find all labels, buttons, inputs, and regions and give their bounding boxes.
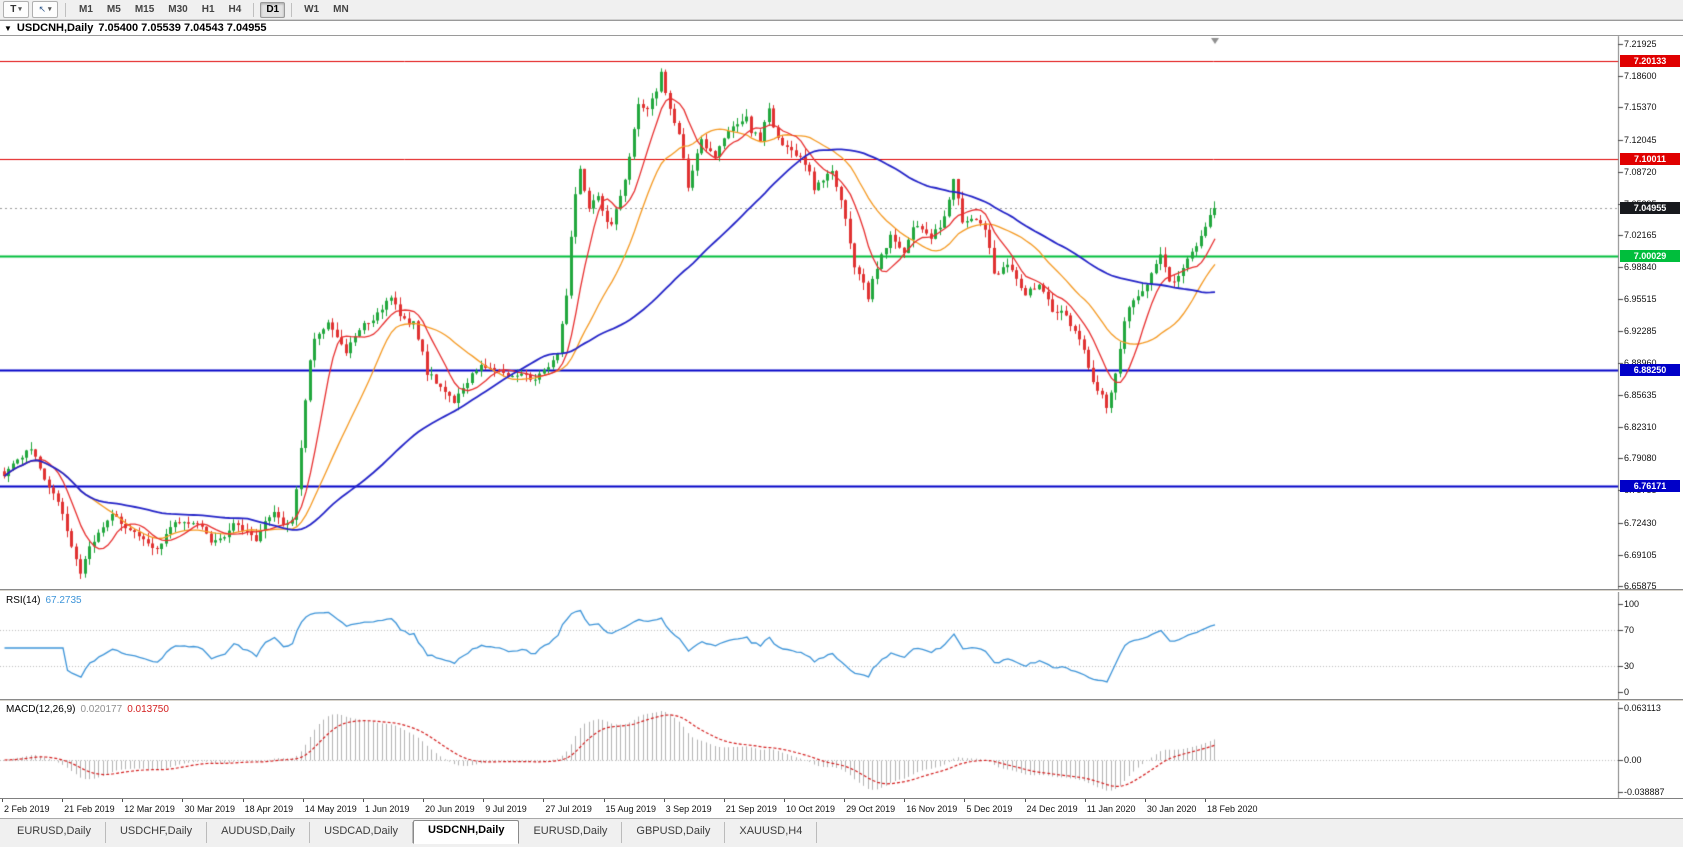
date-tick bbox=[2, 799, 3, 802]
toolbar-separator bbox=[65, 2, 66, 17]
rsi-name: RSI(14) bbox=[6, 595, 41, 606]
tab-usdcad-daily[interactable]: USDCAD,Daily bbox=[310, 822, 414, 843]
timeframe-button-h1[interactable]: H1 bbox=[201, 4, 215, 15]
date-tick bbox=[242, 799, 244, 802]
date-label: 21 Sep 2019 bbox=[725, 804, 777, 814]
timeframe-button-m30[interactable]: M30 bbox=[168, 4, 188, 15]
date-label: 1 Jun 2019 bbox=[364, 804, 410, 814]
text-tool-label: T bbox=[10, 4, 17, 15]
date-label: 14 May 2019 bbox=[304, 804, 357, 814]
date-tick bbox=[663, 799, 665, 802]
date-label: 15 Aug 2019 bbox=[605, 804, 657, 814]
timeframe-button-m5[interactable]: M5 bbox=[106, 4, 121, 15]
date-tick bbox=[302, 799, 304, 802]
date-tick bbox=[362, 799, 364, 802]
date-tick bbox=[543, 799, 545, 802]
date-tick bbox=[844, 799, 846, 802]
collapse-triangle-icon[interactable]: ▼ bbox=[4, 23, 12, 33]
date-tick bbox=[1084, 799, 1086, 802]
date-axis[interactable]: 2 Feb 2019 21 Feb 2019 12 Mar 2019 30 Mar 2… bbox=[0, 798, 1683, 818]
top-toolbar: T ▾ ↖ ▾ M1 M5 M15 M30 H1 H4 D1 W1 MN bbox=[0, 0, 1683, 20]
tab-eurusd-daily[interactable]: EURUSD,Daily bbox=[519, 822, 623, 843]
date-tick bbox=[62, 799, 64, 802]
date-label: 5 Dec 2019 bbox=[966, 804, 1013, 814]
tab-gbpusd-daily[interactable]: GBPUSD,Daily bbox=[622, 822, 726, 843]
timeframe-button-group: M1 M5 M15 M30 H1 H4 D1 W1 MN bbox=[73, 1, 355, 18]
tab-usdchf-daily[interactable]: USDCHF,Daily bbox=[106, 822, 208, 843]
date-label: 3 Sep 2019 bbox=[665, 804, 712, 814]
macd-signal-value: 0.013750 bbox=[127, 704, 169, 715]
toolbar-separator bbox=[291, 2, 293, 17]
macd-indicator-label: MACD(12,26,9) 0.020177 0.013750 bbox=[6, 704, 174, 715]
tab-audusd-daily[interactable]: AUDUSD,Daily bbox=[207, 822, 311, 843]
date-label: 2 Feb 2019 bbox=[4, 804, 50, 814]
date-label: 24 Dec 2019 bbox=[1026, 804, 1078, 814]
tab-eurusd-daily[interactable]: EURUSD,Daily bbox=[3, 822, 106, 843]
date-label: 9 Jul 2019 bbox=[485, 804, 527, 814]
date-label: 20 Jun 2019 bbox=[425, 804, 475, 814]
date-tick bbox=[483, 799, 485, 802]
date-label: 18 Apr 2019 bbox=[244, 804, 294, 814]
date-label: 30 Mar 2019 bbox=[184, 804, 235, 814]
panel-divider-macd[interactable] bbox=[0, 699, 1683, 702]
date-label: 10 Oct 2019 bbox=[785, 804, 835, 814]
date-tick bbox=[723, 799, 725, 802]
panel-divider-rsi[interactable] bbox=[0, 589, 1683, 592]
toolbar-separator bbox=[253, 2, 255, 17]
date-label: 30 Jan 2020 bbox=[1146, 804, 1197, 814]
date-label: 29 Oct 2019 bbox=[846, 804, 896, 814]
date-tick bbox=[603, 799, 605, 802]
rsi-value: 67.2735 bbox=[45, 595, 82, 606]
text-tool-button[interactable]: T ▾ bbox=[3, 1, 29, 18]
date-tick bbox=[423, 799, 425, 802]
chevron-down-icon: ▾ bbox=[48, 6, 52, 13]
price-axis[interactable] bbox=[1618, 36, 1683, 798]
chart-symbol-title: USDCNH,Daily bbox=[16, 22, 94, 34]
macd-main-value: 0.020177 bbox=[80, 704, 123, 715]
timeframe-button-m1[interactable]: M1 bbox=[79, 4, 93, 15]
rsi-indicator-label: RSI(14) 67.2735 bbox=[6, 595, 87, 606]
date-label: 12 Mar 2019 bbox=[124, 804, 175, 814]
date-tick bbox=[964, 799, 966, 802]
date-tick bbox=[1024, 799, 1026, 802]
tab-xauusd-h4[interactable]: XAUUSD,H4 bbox=[725, 822, 818, 843]
tab-usdcnh-daily[interactable]: USDCNH,Daily bbox=[413, 820, 520, 844]
chart-tab-bar: EURUSD,Daily USDCHF,Daily AUDUSD,Daily USDC… bbox=[0, 818, 1683, 847]
timeframe-button-d1[interactable]: D1 bbox=[260, 1, 286, 18]
date-tick bbox=[122, 799, 124, 802]
timeframe-button-m15[interactable]: M15 bbox=[134, 4, 155, 15]
date-label: 27 Jul 2019 bbox=[545, 804, 592, 814]
date-tick bbox=[1144, 799, 1146, 802]
macd-name: MACD(12,26,9) bbox=[6, 704, 76, 715]
date-label: 18 Feb 2020 bbox=[1207, 804, 1258, 814]
chart-ohlc-values: 7.05400 7.05539 7.04543 7.04955 bbox=[98, 22, 267, 34]
date-label: 16 Nov 2019 bbox=[906, 804, 958, 814]
date-label: 21 Feb 2019 bbox=[64, 804, 115, 814]
chart-title-bar: ▼ USDCNH,Daily 7.05400 7.05539 7.04543 7… bbox=[0, 20, 1683, 36]
date-tick bbox=[904, 799, 906, 802]
date-tick bbox=[1205, 799, 1206, 802]
chevron-down-icon: ▾ bbox=[18, 6, 22, 13]
timeframe-button-w1[interactable]: W1 bbox=[304, 4, 320, 15]
cursor-arrow-icon: ↖ bbox=[38, 4, 47, 14]
cursor-tool-button[interactable]: ↖ ▾ bbox=[32, 1, 58, 18]
date-tick bbox=[783, 799, 785, 802]
date-label: 11 Jan 2020 bbox=[1086, 804, 1136, 814]
timeframe-button-mn[interactable]: MN bbox=[333, 4, 349, 15]
date-tick bbox=[182, 799, 184, 802]
timeframe-button-h4[interactable]: H4 bbox=[228, 4, 242, 15]
